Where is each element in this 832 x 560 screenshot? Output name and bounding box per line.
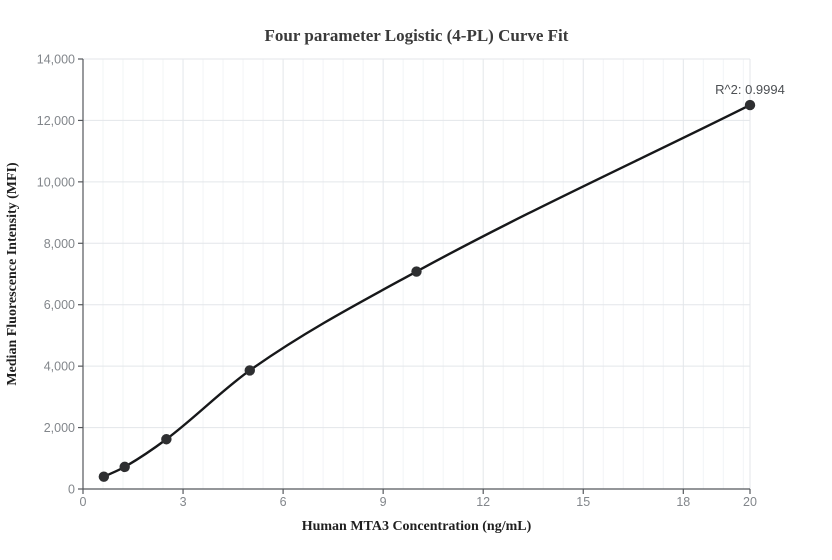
- y-axis-label: Median Fluorescence Intensity (MFI): [5, 162, 20, 386]
- y-tick-label: 2,000: [44, 421, 75, 435]
- x-tick-label: 15: [576, 495, 590, 509]
- x-tick-label: 20: [743, 495, 757, 509]
- fit-curve: [102, 103, 752, 478]
- y-tick-label: 6,000: [44, 298, 75, 312]
- y-tick-label: 4,000: [44, 360, 75, 374]
- x-tick-label: 9: [380, 495, 387, 509]
- x-tick-label: 12: [476, 495, 490, 509]
- data-point: [244, 365, 255, 376]
- y-tick-label: 8,000: [44, 237, 75, 251]
- chart-title: Four parameter Logistic (4-PL) Curve Fit: [265, 26, 569, 45]
- x-tick-label: 18: [676, 495, 690, 509]
- x-axis-label: Human MTA3 Concentration (ng/mL): [302, 519, 532, 534]
- x-tick-label: 0: [80, 495, 87, 509]
- gridlines: [83, 58, 751, 489]
- x-tick-label: 3: [180, 495, 187, 509]
- data-point: [161, 434, 172, 445]
- axes: [78, 58, 751, 494]
- data-point: [411, 266, 422, 277]
- y-tick-label: 0: [68, 483, 75, 497]
- tick-labels: 0 3 6 9 12 15 18 20 0 2,000 4,000 6,000 8,000 10,000 1…: [37, 53, 757, 510]
- data-points: [98, 99, 756, 482]
- y-tick-label: 12,000: [37, 114, 75, 128]
- y-tick-label: 10,000: [37, 175, 75, 189]
- x-tick-label: 6: [280, 495, 287, 509]
- r-squared-annotation: R^2: 0.9994: [715, 82, 785, 97]
- data-point: [744, 99, 756, 111]
- y-tick-label: 14,000: [37, 53, 75, 67]
- data-point: [98, 471, 110, 482]
- data-point: [119, 461, 130, 473]
